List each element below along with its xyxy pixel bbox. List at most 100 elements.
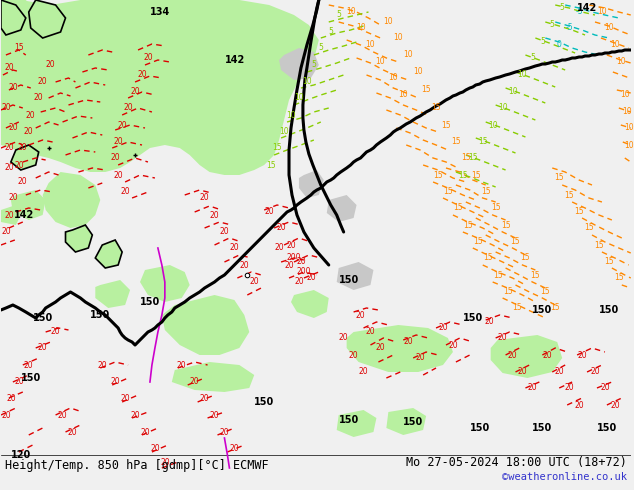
- Text: 20: 20: [26, 111, 36, 120]
- Text: 150: 150: [598, 305, 619, 315]
- Text: 15: 15: [614, 273, 624, 283]
- Text: 15: 15: [511, 238, 521, 246]
- Text: 20: 20: [4, 164, 14, 172]
- Text: 20: 20: [219, 227, 230, 237]
- Text: 20: 20: [58, 411, 67, 419]
- Polygon shape: [162, 295, 249, 355]
- Text: 20: 20: [177, 361, 186, 369]
- Text: 10: 10: [624, 141, 633, 149]
- Text: 5: 5: [336, 10, 341, 20]
- Polygon shape: [1, 0, 41, 50]
- Text: 20: 20: [38, 343, 48, 352]
- Text: 10: 10: [356, 24, 365, 32]
- Text: 20: 20: [130, 411, 140, 419]
- Text: 20: 20: [403, 338, 413, 346]
- Text: 20: 20: [120, 188, 130, 196]
- Text: 20: 20: [98, 361, 107, 369]
- Text: 5: 5: [318, 44, 323, 52]
- Text: 20: 20: [113, 138, 123, 147]
- Text: 20: 20: [230, 244, 239, 252]
- Text: 5: 5: [560, 3, 565, 13]
- Polygon shape: [299, 170, 324, 198]
- Text: 20: 20: [359, 368, 368, 376]
- Text: 20: 20: [610, 400, 619, 410]
- Text: 10: 10: [403, 50, 413, 59]
- Text: 5: 5: [540, 38, 545, 47]
- Text: 20: 20: [14, 161, 23, 170]
- Text: 150: 150: [339, 275, 359, 285]
- Text: 15: 15: [521, 253, 530, 263]
- Text: 5: 5: [328, 27, 333, 36]
- Text: 10: 10: [616, 57, 626, 67]
- Text: 150: 150: [32, 313, 53, 323]
- Text: 20: 20: [415, 353, 425, 363]
- Text: 10: 10: [346, 7, 356, 17]
- Text: 15: 15: [604, 258, 614, 267]
- Text: 120: 120: [11, 450, 31, 460]
- Text: 20: 20: [1, 227, 11, 237]
- Text: 20: 20: [306, 273, 316, 283]
- Text: 10: 10: [488, 121, 498, 129]
- Text: 20: 20: [24, 361, 34, 369]
- Text: 20: 20: [46, 60, 55, 70]
- Text: 5: 5: [530, 53, 535, 63]
- Text: 20: 20: [1, 103, 11, 113]
- Text: 0: 0: [557, 41, 562, 49]
- Text: 10: 10: [620, 91, 630, 99]
- Text: 20: 20: [577, 350, 587, 360]
- Text: 20: 20: [230, 443, 239, 452]
- Text: 150: 150: [532, 423, 552, 433]
- Text: 15: 15: [501, 220, 510, 229]
- Text: 10: 10: [389, 74, 398, 82]
- Text: 150: 150: [254, 397, 275, 407]
- Text: 10: 10: [279, 127, 289, 137]
- Polygon shape: [11, 190, 46, 220]
- Text: 15: 15: [564, 191, 574, 199]
- Text: 20: 20: [498, 334, 507, 343]
- Text: 20: 20: [240, 261, 249, 270]
- Text: 20: 20: [554, 368, 564, 376]
- Text: 20: 20: [574, 400, 584, 410]
- Text: 10: 10: [286, 111, 296, 120]
- Text: -5: -5: [575, 7, 583, 17]
- Text: 20: 20: [18, 177, 28, 187]
- Text: 10: 10: [375, 57, 385, 67]
- Text: 20: 20: [349, 350, 358, 360]
- Text: 20: 20: [366, 327, 375, 337]
- Text: 20: 20: [130, 88, 140, 97]
- Text: 10: 10: [398, 91, 408, 99]
- Text: 20: 20: [8, 123, 18, 132]
- Text: 15: 15: [531, 270, 540, 279]
- Text: 10: 10: [517, 71, 527, 79]
- Text: 20: 20: [517, 368, 527, 376]
- Text: 20: 20: [286, 241, 296, 249]
- Text: 10: 10: [294, 94, 304, 102]
- Text: 20: 20: [448, 341, 458, 349]
- Text: 15: 15: [453, 203, 463, 213]
- Text: 20: 20: [210, 411, 219, 419]
- Polygon shape: [337, 262, 373, 290]
- Text: 150: 150: [463, 313, 483, 323]
- Text: 15: 15: [272, 144, 282, 152]
- Text: 20: 20: [120, 393, 130, 402]
- Text: 15: 15: [451, 138, 461, 147]
- Text: 20: 20: [18, 144, 28, 152]
- Text: 200: 200: [297, 268, 311, 276]
- Text: 150: 150: [597, 423, 617, 433]
- Text: 20: 20: [51, 327, 60, 337]
- Polygon shape: [291, 290, 329, 318]
- Text: 20: 20: [137, 71, 147, 79]
- Text: 20: 20: [527, 384, 537, 392]
- Text: 20: 20: [543, 350, 552, 360]
- Text: 20: 20: [6, 393, 16, 402]
- Text: 10: 10: [624, 123, 633, 132]
- Text: 20: 20: [160, 458, 170, 466]
- Text: 20: 20: [110, 153, 120, 163]
- Text: 20: 20: [356, 311, 365, 319]
- Polygon shape: [42, 172, 100, 228]
- Text: 15: 15: [541, 288, 550, 296]
- Text: 15: 15: [471, 171, 481, 179]
- Text: 20: 20: [117, 121, 127, 129]
- Text: 10: 10: [302, 77, 312, 87]
- Text: 20: 20: [375, 343, 385, 352]
